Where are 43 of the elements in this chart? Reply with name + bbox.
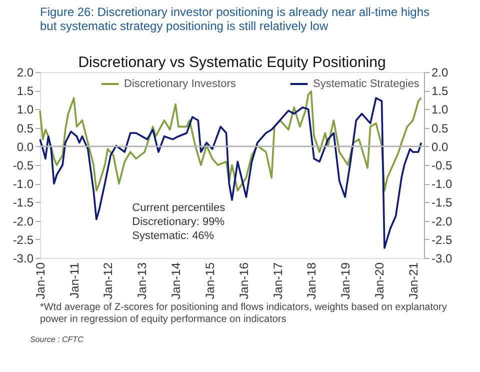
source-note: Source : CFTC bbox=[30, 335, 84, 344]
x-tick-label: Jan-21 bbox=[406, 262, 420, 300]
x-tick-label: Jan-18 bbox=[304, 262, 319, 300]
legend-label: Discretionary Investors bbox=[124, 78, 236, 90]
y2-tick-label: 1.0 bbox=[432, 102, 449, 117]
y-tick-label: 0.0 bbox=[16, 140, 34, 154]
y-tick-label: 1.0 bbox=[16, 102, 34, 117]
y-tick-label: 2.0 bbox=[16, 66, 34, 80]
y-tick-label: 1.5 bbox=[16, 84, 34, 98]
x-tick-label: Jan-16 bbox=[236, 262, 251, 300]
x-tick-label: Jan-11 bbox=[67, 262, 82, 298]
y-tick-label: 0.5 bbox=[16, 121, 34, 136]
y2-tick-label: -2.5 bbox=[432, 232, 453, 247]
x-tick-label: Jan-17 bbox=[270, 262, 285, 300]
y2-tick-label: -2.0 bbox=[432, 214, 453, 228]
x-tick-label: Jan-19 bbox=[338, 262, 353, 300]
y-tick-label: -3.0 bbox=[12, 252, 34, 266]
y2-tick-label: -1.5 bbox=[432, 196, 453, 210]
chart-subtitle: Discretionary vs Systematic Equity Positioning bbox=[78, 54, 386, 71]
y2-tick-label: -0.5 bbox=[432, 158, 453, 172]
y2-tick-label: 0.0 bbox=[432, 140, 449, 154]
y2-tick-label: 2.0 bbox=[432, 66, 449, 80]
x-tick-label: Jan-13 bbox=[135, 262, 150, 300]
legend-label: Systematic Strategies bbox=[313, 78, 420, 90]
y-tick-label: -2.0 bbox=[12, 214, 34, 228]
text: *Wtd average of Z-scores for positioning and flows indicators, weights based on explanatory power in regression of equity performance on indicators bbox=[40, 302, 447, 325]
x-tick-label: Jan-10 bbox=[34, 262, 48, 300]
y-tick-label: -0.5 bbox=[12, 158, 34, 172]
y2-tick-label: -1.0 bbox=[432, 177, 453, 192]
line-series bbox=[39, 90, 422, 192]
annotation: Current percentiles Discretionary: 99% Systematic: 46% bbox=[132, 202, 226, 242]
x-tick-label: Jan-15 bbox=[202, 262, 217, 300]
y-tick-label: -2.5 bbox=[12, 232, 34, 247]
x-tick-label: Jan-14 bbox=[169, 262, 184, 300]
y2-tick-label: 0.5 bbox=[432, 121, 449, 136]
x-tick-label: Jan-12 bbox=[101, 262, 116, 300]
y-tick-label: -1.5 bbox=[12, 196, 34, 210]
y2-tick-label: 1.5 bbox=[432, 84, 449, 98]
x-tick-label: Jan-20 bbox=[372, 262, 386, 300]
line-series bbox=[39, 97, 422, 249]
y-tick-label: -1.0 bbox=[12, 177, 34, 192]
y2-tick-label: -3.0 bbox=[432, 252, 453, 266]
chart-title: Figure 26: Discretionary investor positioning is already near all-time highs but systematic strategy positioning is still relatively low bbox=[40, 5, 430, 33]
